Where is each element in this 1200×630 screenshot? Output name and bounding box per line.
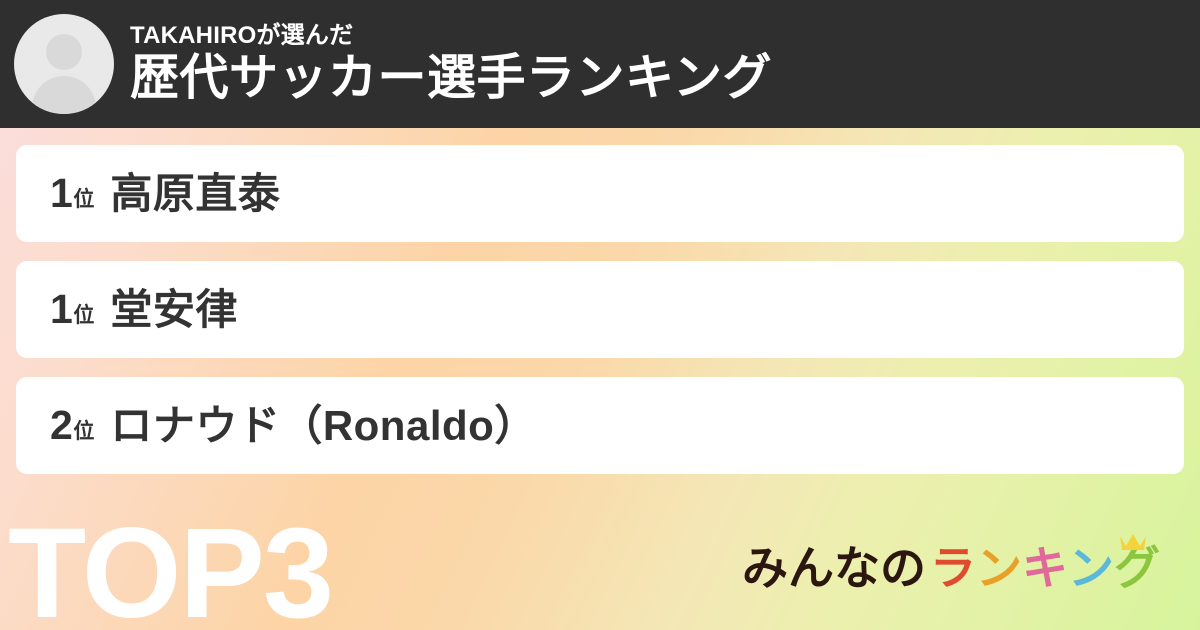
rank-entry-name: 高原直泰 bbox=[110, 169, 281, 217]
crown-icon bbox=[1120, 534, 1146, 550]
header-text-group: TAKAHIROが選んだ 歴代サッカー選手ランキング bbox=[130, 22, 772, 106]
rank-number: 2 bbox=[50, 402, 73, 448]
rank-unit-label: 位 bbox=[73, 188, 95, 211]
top3-watermark: TOP3 bbox=[8, 502, 334, 630]
rank-unit-label: 位 bbox=[73, 420, 95, 443]
rank-entry-name: 堂安律 bbox=[110, 285, 238, 333]
rank-unit-label: 位 bbox=[73, 304, 95, 327]
rank-number: 1 bbox=[50, 286, 73, 332]
brand-text-ra: ラ bbox=[930, 541, 976, 595]
ranking-row-2[interactable]: 1 位 堂安律 bbox=[16, 261, 1184, 358]
rank-number: 1 bbox=[50, 170, 73, 216]
brand-text-minnano: みんなの bbox=[742, 541, 926, 595]
brand-logo-wordmark: みんなの ラ ン キ ン グ bbox=[742, 534, 1160, 595]
rank-entry-name: ロナウド（Ronaldo） bbox=[110, 401, 537, 449]
header-eyebrow: TAKAHIROが選んだ bbox=[130, 21, 354, 49]
brand-text-ki: キ bbox=[1022, 541, 1068, 595]
ranking-row-3[interactable]: 2 位 ロナウド（Ronaldo） bbox=[16, 377, 1184, 474]
header-bar: TAKAHIROが選んだ 歴代サッカー選手ランキング bbox=[0, 0, 1200, 128]
user-avatar-placeholder-icon bbox=[14, 14, 114, 114]
brand-text-n1: ン bbox=[976, 541, 1022, 595]
avatar-head-shape bbox=[46, 34, 82, 70]
brand-text-n2: ン bbox=[1068, 541, 1114, 595]
ranking-row-1[interactable]: 1 位 高原直泰 bbox=[16, 145, 1184, 242]
page-title: 歴代サッカー選手ランキング bbox=[130, 51, 773, 106]
avatar-body-shape bbox=[32, 76, 96, 114]
ranking-list: 1 位 高原直泰 1 位 堂安律 2 位 ロナウド（Ronaldo） bbox=[16, 145, 1184, 493]
brand-logo[interactable]: みんなの ラ ン キ ン グ bbox=[742, 534, 1162, 602]
